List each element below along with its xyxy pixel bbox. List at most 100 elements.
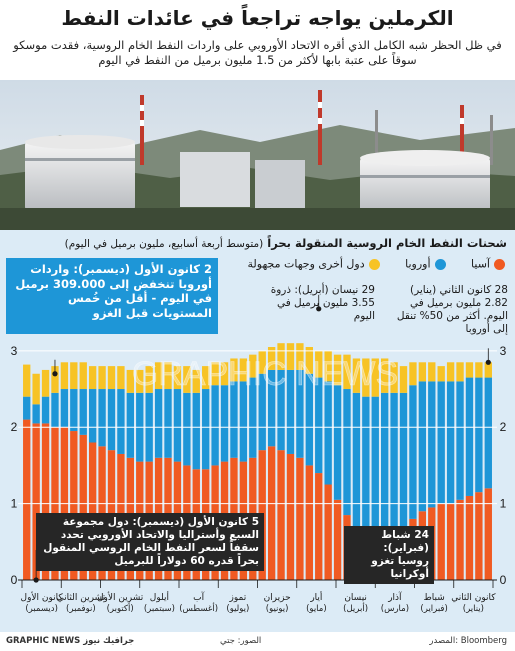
bar-other bbox=[51, 366, 59, 393]
y-tick-label-left: 2 bbox=[11, 420, 18, 434]
bar-other bbox=[484, 362, 492, 378]
bar-other bbox=[249, 354, 257, 378]
bar-asia bbox=[333, 499, 342, 580]
bar-europe bbox=[399, 392, 408, 535]
page-title: الكرملين يواجه تراجعاً في عائدات النفط bbox=[61, 6, 454, 30]
bar-other bbox=[79, 362, 87, 390]
bar-europe bbox=[428, 381, 436, 508]
bar-asia bbox=[267, 446, 276, 580]
y-tick-label-right: 0 bbox=[500, 573, 507, 587]
chart-title-note: (متوسط أربعة أسابيع، مليون برميل في اليو… bbox=[64, 238, 264, 250]
bar-europe bbox=[98, 389, 106, 447]
bar-europe bbox=[475, 377, 483, 493]
bar-other bbox=[465, 362, 474, 378]
bar-asia bbox=[79, 434, 87, 580]
annotation-price-cap: 5 كانون الأول (ديسمبر): دول مجموعة السبع… bbox=[36, 513, 264, 571]
footer-brand: GRAPHIC NEWS جرافيك نيوز bbox=[6, 636, 135, 646]
annotation-invasion: 24 شباط (فبراير): روسيا تغزو أوكرانيا bbox=[344, 526, 434, 584]
x-tick-label: كانون الثاني bbox=[451, 593, 496, 603]
bar-asia bbox=[315, 473, 323, 580]
bar-other bbox=[60, 362, 69, 390]
annotation-europe-decline: 2 كانون الأول (ديسمبر): واردات أوروبا تن… bbox=[6, 258, 218, 334]
bar-other bbox=[70, 362, 78, 390]
bar-other bbox=[333, 354, 342, 386]
bar-asia bbox=[277, 450, 285, 580]
bar-other bbox=[437, 366, 445, 382]
bar-other bbox=[136, 369, 144, 393]
bar-other bbox=[173, 366, 182, 390]
bar-asia bbox=[446, 503, 455, 580]
bar-europe bbox=[324, 381, 332, 485]
bar-europe bbox=[418, 381, 427, 512]
bar-other bbox=[305, 347, 313, 374]
chart-title: شحنات النفط الخام الروسية المنقولة بحراً… bbox=[65, 236, 507, 250]
bar-europe bbox=[154, 389, 163, 458]
legend-item-asia: آسيا bbox=[471, 257, 505, 271]
bar-other bbox=[126, 369, 135, 393]
footer-photo-credit: الصور: جتي bbox=[220, 636, 262, 646]
bar-asia bbox=[465, 495, 474, 580]
bar-other bbox=[428, 362, 436, 382]
bar-europe bbox=[183, 392, 191, 466]
bar-other bbox=[390, 362, 398, 393]
bar-europe bbox=[258, 373, 266, 451]
bar-europe bbox=[296, 369, 304, 458]
x-tick-sublabel: (مايو) bbox=[306, 604, 327, 614]
bar-europe bbox=[88, 389, 97, 443]
x-tick-sublabel: (أكتوبر) bbox=[107, 602, 134, 614]
legend-label-other: دول أخرى وجهات مجهولة bbox=[247, 257, 365, 271]
bar-asia bbox=[32, 423, 40, 580]
bar-asia bbox=[437, 503, 445, 580]
bar-europe bbox=[446, 381, 455, 504]
bar-europe bbox=[352, 392, 361, 527]
bar-europe bbox=[126, 392, 135, 458]
bar-other bbox=[88, 366, 97, 390]
bar-europe bbox=[239, 381, 248, 462]
bar-other bbox=[315, 350, 323, 378]
x-tick-sublabel: (سبتمبر) bbox=[144, 604, 175, 614]
legend-item-other: دول أخرى وجهات مجهولة bbox=[248, 257, 380, 271]
bar-europe bbox=[60, 389, 69, 428]
bar-europe bbox=[465, 377, 474, 496]
legend-swatch-europe bbox=[434, 258, 446, 270]
x-tick-label: أيلول bbox=[150, 591, 169, 603]
bar-europe bbox=[173, 389, 182, 462]
bar-europe bbox=[315, 377, 323, 474]
x-tick-label: تموز bbox=[229, 593, 247, 603]
chart-legend: آسيا أوروبا دول أخرى وجهات مجهولة bbox=[175, 257, 505, 273]
bar-other bbox=[456, 362, 464, 382]
bar-other bbox=[239, 358, 248, 382]
x-tick-sublabel: (نوفمبر) bbox=[66, 604, 96, 614]
y-tick-label-left: 0 bbox=[11, 573, 18, 587]
bar-europe bbox=[286, 369, 295, 454]
bar-europe bbox=[409, 385, 417, 519]
y-tick-label-left: 1 bbox=[11, 497, 18, 511]
x-axis: كانون الثاني(يناير) شباط(فبراير) آذار(مارس… bbox=[18, 294, 497, 614]
bar-europe bbox=[70, 389, 78, 432]
x-tick-label: آب bbox=[193, 591, 204, 603]
y-tick-label-right: 3 bbox=[500, 344, 507, 358]
bar-other bbox=[154, 362, 163, 390]
y-axis: 0 0 1 1 2 2 3 3 bbox=[11, 344, 507, 587]
bar-other bbox=[220, 362, 229, 386]
bar-europe bbox=[362, 396, 370, 538]
bar-other bbox=[258, 350, 266, 374]
bar-other bbox=[41, 369, 50, 397]
bar-europe bbox=[51, 392, 59, 428]
bar-other bbox=[32, 373, 40, 405]
x-tick-label: شباط bbox=[423, 593, 444, 603]
bar-asia bbox=[88, 442, 97, 580]
bar-europe bbox=[267, 369, 276, 447]
bar-other bbox=[183, 366, 191, 393]
bar-other bbox=[277, 343, 285, 370]
footer-source: المصدر: Bloomberg bbox=[429, 636, 507, 646]
bar-europe bbox=[23, 396, 31, 420]
bar-europe bbox=[164, 389, 172, 458]
x-tick-sublabel: (يوليو) bbox=[226, 604, 249, 614]
bar-other bbox=[286, 343, 295, 370]
bar-europe bbox=[390, 392, 398, 542]
bar-asia bbox=[70, 431, 78, 580]
bar-other bbox=[211, 362, 219, 386]
bar-other bbox=[164, 362, 172, 390]
bar-asia bbox=[305, 465, 313, 580]
